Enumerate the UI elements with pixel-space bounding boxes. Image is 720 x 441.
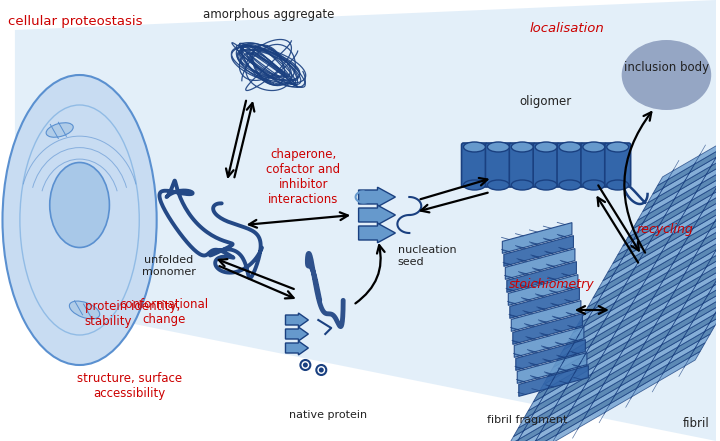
Polygon shape (657, 57, 720, 186)
Polygon shape (15, 0, 716, 441)
Text: amorphous aggregate: amorphous aggregate (203, 8, 334, 21)
Polygon shape (618, 126, 720, 255)
Text: cellular proteostasis: cellular proteostasis (8, 15, 143, 28)
Polygon shape (518, 366, 588, 396)
Polygon shape (578, 195, 720, 324)
Ellipse shape (2, 75, 157, 365)
Text: stoichiometry: stoichiometry (509, 278, 595, 291)
FancyBboxPatch shape (485, 143, 511, 187)
Polygon shape (573, 204, 720, 333)
Ellipse shape (535, 180, 557, 190)
FancyBboxPatch shape (462, 143, 487, 187)
Polygon shape (518, 299, 720, 428)
Text: unfolded
monomer: unfolded monomer (142, 255, 196, 277)
Polygon shape (588, 178, 720, 307)
Polygon shape (504, 235, 573, 266)
Ellipse shape (583, 180, 605, 190)
Text: chaperone,
cofactor and
inhibitor
interactions: chaperone, cofactor and inhibitor intera… (266, 148, 341, 206)
Polygon shape (558, 230, 720, 359)
Polygon shape (488, 351, 700, 441)
Text: native protein: native protein (289, 410, 367, 420)
Polygon shape (528, 282, 720, 411)
Polygon shape (598, 161, 720, 289)
Ellipse shape (464, 180, 485, 190)
Polygon shape (539, 265, 720, 393)
Ellipse shape (487, 180, 509, 190)
Polygon shape (503, 223, 572, 254)
Ellipse shape (487, 142, 509, 152)
Text: structure, surface
accessibility: structure, surface accessibility (77, 372, 182, 400)
Polygon shape (507, 262, 577, 292)
Text: inclusion body: inclusion body (624, 61, 709, 75)
Ellipse shape (464, 142, 485, 152)
Polygon shape (514, 327, 584, 357)
Polygon shape (613, 135, 720, 263)
Text: conformational
change: conformational change (120, 298, 209, 326)
FancyArrow shape (286, 341, 308, 355)
FancyBboxPatch shape (509, 143, 535, 187)
Polygon shape (543, 256, 720, 385)
Polygon shape (503, 325, 715, 441)
Polygon shape (628, 109, 720, 238)
Polygon shape (593, 169, 720, 298)
Polygon shape (623, 117, 720, 246)
Polygon shape (493, 343, 705, 441)
Polygon shape (498, 334, 710, 441)
Text: fibril: fibril (683, 417, 710, 430)
Polygon shape (505, 249, 575, 280)
Text: recycling: recycling (636, 224, 693, 236)
Polygon shape (553, 239, 720, 367)
Polygon shape (513, 314, 582, 344)
Ellipse shape (559, 142, 581, 152)
Polygon shape (647, 74, 720, 203)
Ellipse shape (607, 142, 629, 152)
Circle shape (319, 367, 324, 373)
FancyArrow shape (359, 205, 395, 225)
Text: fibril fragment: fibril fragment (487, 415, 567, 425)
Ellipse shape (511, 180, 534, 190)
Text: oligomer: oligomer (519, 95, 571, 108)
Polygon shape (603, 152, 720, 281)
FancyArrow shape (286, 313, 308, 327)
Ellipse shape (607, 180, 629, 190)
Polygon shape (534, 273, 720, 402)
Polygon shape (643, 83, 720, 212)
FancyBboxPatch shape (557, 143, 583, 187)
FancyArrow shape (359, 187, 395, 207)
FancyBboxPatch shape (534, 143, 559, 187)
Ellipse shape (535, 142, 557, 152)
Text: localisation: localisation (530, 22, 604, 35)
Ellipse shape (46, 123, 73, 137)
Polygon shape (563, 221, 720, 350)
Ellipse shape (511, 142, 534, 152)
Text: protein identity,
stability: protein identity, stability (84, 300, 180, 328)
Polygon shape (508, 275, 578, 305)
Polygon shape (652, 66, 720, 194)
FancyArrow shape (359, 223, 395, 243)
Polygon shape (548, 247, 720, 376)
Polygon shape (633, 100, 720, 229)
Polygon shape (508, 317, 720, 441)
Polygon shape (510, 288, 580, 318)
Polygon shape (513, 308, 720, 437)
Polygon shape (511, 301, 581, 331)
Text: nucleation
seed: nucleation seed (398, 245, 456, 267)
Polygon shape (608, 143, 720, 272)
Polygon shape (568, 213, 720, 341)
Ellipse shape (559, 180, 581, 190)
FancyBboxPatch shape (605, 143, 631, 187)
FancyArrow shape (286, 327, 308, 341)
Polygon shape (638, 92, 720, 220)
Polygon shape (583, 187, 720, 315)
Ellipse shape (583, 142, 605, 152)
Ellipse shape (50, 162, 109, 247)
Ellipse shape (621, 40, 711, 110)
Ellipse shape (69, 301, 100, 319)
Circle shape (303, 363, 308, 367)
Polygon shape (517, 353, 587, 383)
Polygon shape (516, 340, 585, 370)
Polygon shape (523, 291, 720, 419)
FancyBboxPatch shape (581, 143, 607, 187)
